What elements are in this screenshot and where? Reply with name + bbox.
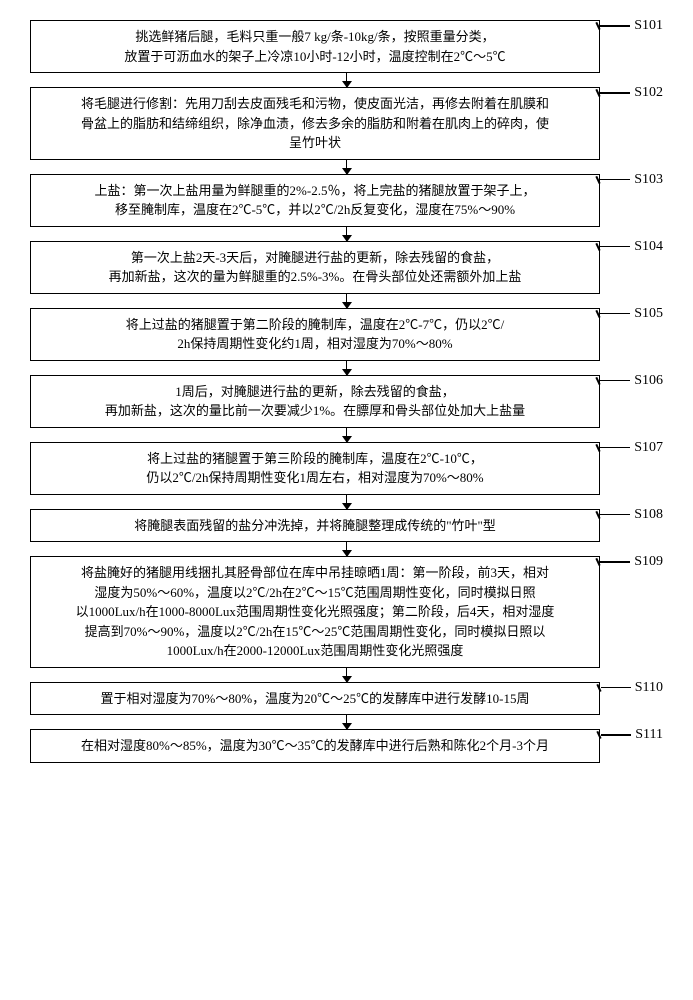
step-id-text: S101 [634, 18, 663, 34]
label-connector-line [601, 687, 631, 689]
arrow-container [62, 294, 632, 308]
step-row: 在相对湿度80%～85%，温度为30℃～35℃的发酵库中进行后熟和陈化2个月-3… [30, 729, 663, 763]
step-text-line: 湿度为50%～60%，温度以2℃/2h在2℃～15℃范围周期性变化，同时模拟日照 [41, 583, 589, 603]
label-connector-line [600, 92, 630, 94]
step-text-line: 呈竹叶状 [41, 133, 589, 153]
step-row: 将毛腿进行修割：先用刀刮去皮面残毛和污物，使皮面光洁，再修去附着在肌膜和骨盆上的… [30, 87, 663, 160]
step-id-text: S102 [634, 85, 663, 101]
step-text-line: 移至腌制库，温度在2℃-5℃，并以2℃/2h反复变化，湿度在75%～90% [41, 200, 589, 220]
step-id-text: S111 [635, 727, 663, 743]
label-connector-line [600, 447, 630, 449]
step-id-text: S107 [634, 440, 663, 456]
step-id-text: S103 [634, 172, 663, 188]
step-label: S107 [600, 440, 663, 456]
down-arrow-icon [346, 542, 348, 556]
step-row: 第一次上盐2天-3天后，对腌腿进行盐的更新，除去残留的食盐，再加新盐，这次的量为… [30, 241, 663, 294]
arrow-container [62, 361, 632, 375]
step-id-text: S109 [634, 554, 663, 570]
down-arrow-icon [346, 428, 348, 442]
step-box: 将上过盐的猪腿置于第三阶段的腌制库，温度在2℃-10℃，仍以2℃/2h保持周期性… [30, 442, 600, 495]
arrow-container [62, 73, 632, 87]
step-box: 上盐：第一次上盐用量为鲜腿重的2%-2.5％，将上完盐的猪腿放置于架子上，移至腌… [30, 174, 600, 227]
step-box: 在相对湿度80%～85%，温度为30℃～35℃的发酵库中进行后熟和陈化2个月-3… [30, 729, 600, 763]
step-row: 挑选鲜猪后腿，毛料只重一般7 kg/条-10kg/条，按照重量分类，放置于可沥血… [30, 20, 663, 73]
step-label: S110 [601, 680, 663, 696]
arrow-container [62, 495, 632, 509]
down-arrow-icon [346, 73, 348, 87]
step-box: 将腌腿表面残留的盐分冲洗掉，并将腌腿整理成传统的"竹叶"型 [30, 509, 600, 543]
step-text-line: 挑选鲜猪后腿，毛料只重一般7 kg/条-10kg/条，按照重量分类， [41, 27, 589, 47]
step-row: 将上过盐的猪腿置于第三阶段的腌制库，温度在2℃-10℃，仍以2℃/2h保持周期性… [30, 442, 663, 495]
label-connector-line [600, 179, 630, 181]
arrow-container [62, 428, 632, 442]
step-id-text: S105 [634, 306, 663, 322]
arrow-container [62, 668, 632, 682]
arrow-container [62, 160, 632, 174]
step-id-text: S110 [635, 680, 663, 696]
step-box: 将盐腌好的猪腿用线捆扎其胫骨部位在库中吊挂晾晒1周：第一阶段，前3天，相对湿度为… [30, 556, 600, 668]
down-arrow-icon [346, 668, 348, 682]
down-arrow-icon [346, 715, 348, 729]
step-row: 将腌腿表面残留的盐分冲洗掉，并将腌腿整理成传统的"竹叶"型 S108 [30, 509, 663, 543]
step-box: 将毛腿进行修割：先用刀刮去皮面残毛和污物，使皮面光洁，再修去附着在肌膜和骨盆上的… [30, 87, 600, 160]
flowchart-container: 挑选鲜猪后腿，毛料只重一般7 kg/条-10kg/条，按照重量分类，放置于可沥血… [30, 20, 663, 763]
label-connector-line [600, 380, 630, 382]
step-text-line: 再加新盐，这次的量比前一次要减少1%。在膘厚和骨头部位处加大上盐量 [41, 401, 589, 421]
step-box: 1周后，对腌腿进行盐的更新，除去残留的食盐，再加新盐，这次的量比前一次要减少1%… [30, 375, 600, 428]
step-box: 置于相对湿度为70%～80%，温度为20℃～25℃的发酵库中进行发酵10-15周 [30, 682, 600, 716]
step-text-line: 置于相对湿度为70%～80%，温度为20℃～25℃的发酵库中进行发酵10-15周 [41, 689, 589, 709]
step-text-line: 将盐腌好的猪腿用线捆扎其胫骨部位在库中吊挂晾晒1周：第一阶段，前3天，相对 [41, 563, 589, 583]
label-connector-line [600, 313, 630, 315]
step-text-line: 以1000Lux/h在1000-8000Lux范围周期性变化光照强度；第二阶段，… [41, 602, 589, 622]
arrow-container [62, 227, 632, 241]
step-label: S108 [600, 507, 663, 523]
step-label: S102 [600, 85, 663, 101]
step-row: 将盐腌好的猪腿用线捆扎其胫骨部位在库中吊挂晾晒1周：第一阶段，前3天，相对湿度为… [30, 556, 663, 668]
step-label: S101 [600, 18, 663, 34]
step-label: S111 [601, 727, 663, 743]
down-arrow-icon [346, 294, 348, 308]
label-connector-line [600, 561, 630, 563]
step-text-line: 2h保持周期性变化约1周，相对湿度为70%～80% [41, 334, 589, 354]
step-text-line: 将上过盐的猪腿置于第二阶段的腌制库，温度在2℃-7℃，仍以2℃/ [41, 315, 589, 335]
step-box: 挑选鲜猪后腿，毛料只重一般7 kg/条-10kg/条，按照重量分类，放置于可沥血… [30, 20, 600, 73]
step-text-line: 仍以2℃/2h保持周期性变化1周左右，相对湿度为70%～80% [41, 468, 589, 488]
step-box: 将上过盐的猪腿置于第二阶段的腌制库，温度在2℃-7℃，仍以2℃/2h保持周期性变… [30, 308, 600, 361]
label-connector-line [600, 514, 630, 516]
step-row: 上盐：第一次上盐用量为鲜腿重的2%-2.5％，将上完盐的猪腿放置于架子上，移至腌… [30, 174, 663, 227]
step-row: 将上过盐的猪腿置于第二阶段的腌制库，温度在2℃-7℃，仍以2℃/2h保持周期性变… [30, 308, 663, 361]
step-label: S104 [600, 239, 663, 255]
step-id-text: S104 [634, 239, 663, 255]
step-text-line: 第一次上盐2天-3天后，对腌腿进行盐的更新，除去残留的食盐， [41, 248, 589, 268]
step-row: 置于相对湿度为70%～80%，温度为20℃～25℃的发酵库中进行发酵10-15周… [30, 682, 663, 716]
step-label: S109 [600, 554, 663, 570]
step-label: S106 [600, 373, 663, 389]
down-arrow-icon [346, 361, 348, 375]
step-text-line: 在相对湿度80%～85%，温度为30℃～35℃的发酵库中进行后熟和陈化2个月-3… [41, 736, 589, 756]
down-arrow-icon [346, 495, 348, 509]
step-text-line: 1000Lux/h在2000-12000Lux范围周期性变化光照强度 [41, 641, 589, 661]
label-connector-line [601, 734, 631, 736]
step-id-text: S106 [634, 373, 663, 389]
label-connector-line [600, 25, 630, 27]
step-text-line: 放置于可沥血水的架子上冷凉10小时-12小时，温度控制在2℃～5℃ [41, 47, 589, 67]
step-label: S105 [600, 306, 663, 322]
step-row: 1周后，对腌腿进行盐的更新，除去残留的食盐，再加新盐，这次的量比前一次要减少1%… [30, 375, 663, 428]
step-text-line: 将毛腿进行修割：先用刀刮去皮面残毛和污物，使皮面光洁，再修去附着在肌膜和 [41, 94, 589, 114]
step-text-line: 将腌腿表面残留的盐分冲洗掉，并将腌腿整理成传统的"竹叶"型 [41, 516, 589, 536]
step-text-line: 再加新盐，这次的量为鲜腿重的2.5%-3%。在骨头部位处还需额外加上盐 [41, 267, 589, 287]
step-box: 第一次上盐2天-3天后，对腌腿进行盐的更新，除去残留的食盐，再加新盐，这次的量为… [30, 241, 600, 294]
step-text-line: 上盐：第一次上盐用量为鲜腿重的2%-2.5％，将上完盐的猪腿放置于架子上， [41, 181, 589, 201]
step-label: S103 [600, 172, 663, 188]
step-text-line: 骨盆上的脂肪和结缔组织，除净血渍，修去多余的脂肪和附着在肌肉上的碎肉，使 [41, 114, 589, 134]
arrow-container [62, 542, 632, 556]
down-arrow-icon [346, 160, 348, 174]
step-text-line: 1周后，对腌腿进行盐的更新，除去残留的食盐， [41, 382, 589, 402]
down-arrow-icon [346, 227, 348, 241]
step-text-line: 提高到70%～90%，温度以2℃/2h在15℃～25℃范围周期性变化，同时模拟日… [41, 622, 589, 642]
step-text-line: 将上过盐的猪腿置于第三阶段的腌制库，温度在2℃-10℃， [41, 449, 589, 469]
label-connector-line [600, 246, 630, 248]
step-id-text: S108 [634, 507, 663, 523]
arrow-container [62, 715, 632, 729]
